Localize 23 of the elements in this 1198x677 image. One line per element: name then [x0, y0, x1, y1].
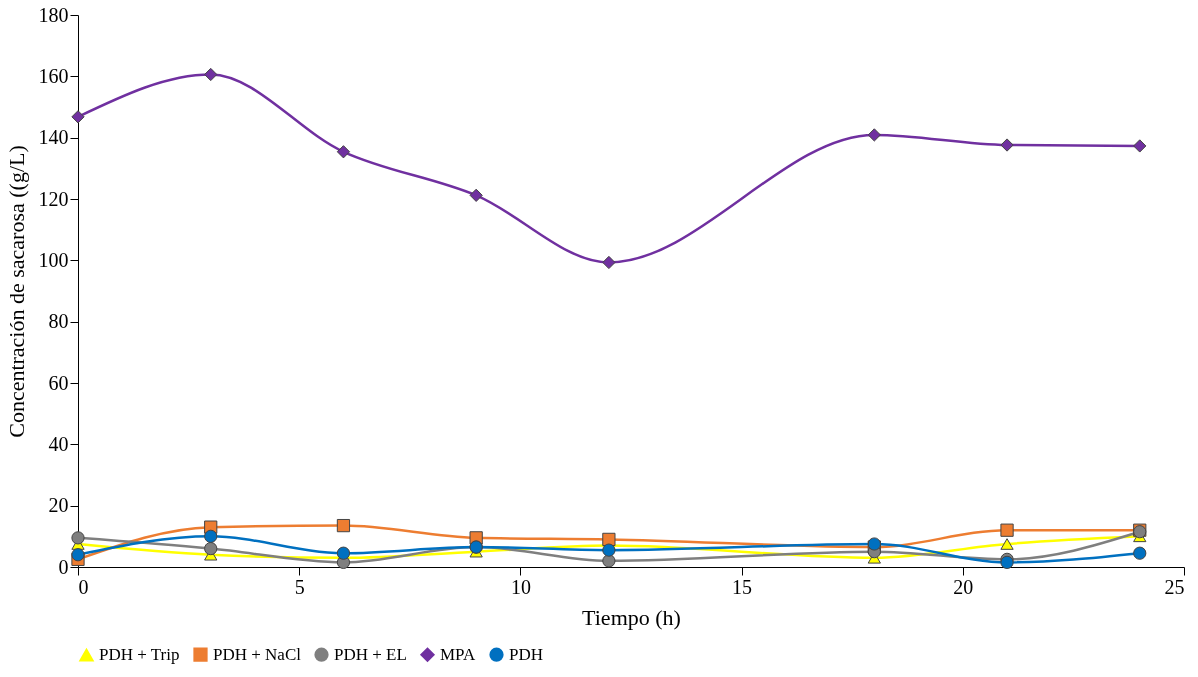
y-tick-label: 120 [38, 187, 69, 210]
y-tick-label: 0 [58, 555, 69, 578]
y-tick-label: 140 [38, 126, 69, 149]
y-tick-label: 160 [38, 64, 69, 87]
x-tick-label: 15 [732, 575, 753, 598]
x-axis-title: Tiempo (h) [582, 604, 681, 630]
y-tick-label: 80 [48, 310, 69, 333]
legend-label: PDH + EL [334, 644, 407, 664]
y-tick-label: 180 [38, 3, 69, 26]
legend-label: PDH + NaCl [213, 644, 302, 664]
y-tick-label: 100 [38, 248, 69, 271]
y-axis-title: Concentración de sacarosa ((g/L) [3, 145, 29, 438]
x-tick-label: 25 [1164, 575, 1185, 598]
x-tick-label: 0 [78, 575, 89, 598]
x-tick-label: 10 [510, 575, 531, 598]
legend-label: MPA [440, 644, 477, 664]
y-tick-label: 40 [48, 432, 69, 455]
y-tick-label: 20 [48, 494, 69, 517]
x-tick-label: 5 [294, 575, 305, 598]
legend-label: PDH [509, 644, 544, 664]
legend-label: PDH + Trip [99, 645, 180, 665]
x-tick-label: 20 [953, 575, 974, 598]
y-tick-label: 60 [48, 371, 69, 394]
